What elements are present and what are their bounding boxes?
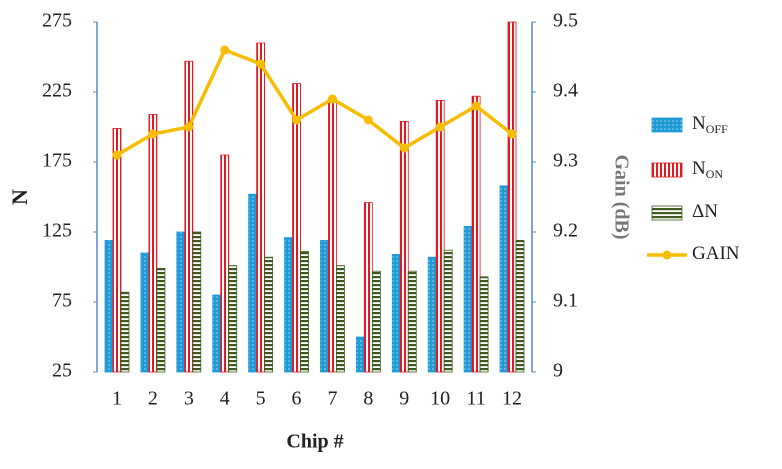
legend-swatch [651,162,683,178]
bar [515,239,525,373]
y-tick-label: 225 [42,80,72,102]
line-marker [471,101,481,111]
legend-label: ΔN [692,201,718,222]
bar [435,100,445,373]
line-marker [292,115,302,125]
x-tick-label: 2 [148,388,158,410]
bar [399,121,409,373]
y-axis-title: N [7,189,32,205]
bar [192,231,202,373]
bar [220,154,230,373]
bar [248,193,258,373]
x-axis-title: Chip # [286,431,343,453]
bar [463,225,473,373]
legend-label: NON [692,158,723,180]
bar [336,265,345,373]
legend-label: GAIN [692,243,740,264]
line [116,47,514,157]
x-tick-label: 7 [327,388,337,410]
bar [120,291,130,373]
bar [148,114,158,373]
bar [407,270,417,373]
bar [104,239,114,373]
x-tick-label: 5 [256,388,266,410]
x-tick-label: 11 [466,388,485,410]
bar [112,127,122,373]
line-marker [435,122,445,132]
bar [363,202,373,373]
x-tick-label: 12 [502,388,522,410]
y-tick-label: 125 [42,220,72,242]
x-tick-label: 6 [292,388,302,410]
bar [228,265,238,373]
bar [443,249,453,373]
x-tick-label: 9 [399,388,409,410]
y-tick-label: 75 [52,290,72,312]
line-marker [256,59,266,69]
bar [471,95,481,373]
bar [427,256,437,373]
bar [140,252,150,373]
bar [371,270,381,373]
legend-label-main: N [692,113,706,134]
bar [320,239,329,373]
y2-axis-title: Gain (dB) [610,154,632,239]
x-tick-label: 3 [184,388,194,410]
bar [156,267,166,373]
bar [355,336,365,373]
y2-tick-label: 9.2 [553,220,578,242]
line-marker [327,94,337,104]
bar [256,42,266,373]
bar [479,276,489,373]
bar [176,231,186,373]
x-tick-label: 10 [430,388,450,410]
legend-swatch [651,205,683,221]
legend-label: NOFF [692,113,728,135]
bar [391,253,401,373]
x-tick-label: 1 [112,388,122,410]
x-tick-label: 4 [220,388,230,410]
legend-label-main: ΔN [692,201,718,222]
legend-swatch-marker [662,250,672,260]
x-tick-label: 8 [363,388,373,410]
y-tick-label: 175 [42,150,72,172]
legend-label-sub: OFF [706,122,728,136]
bar [507,21,517,373]
bar [300,251,309,373]
bar [292,83,301,373]
bar [212,294,222,373]
line-marker [363,115,373,125]
legend-swatch [651,117,683,133]
bar [284,237,293,373]
bar [328,98,337,373]
bar [499,185,509,373]
legend-label-main: N [692,158,706,179]
line-marker [220,45,230,55]
y2-tick-label: 9.3 [553,150,578,172]
legend-label-main: GAIN [692,243,740,264]
y2-tick-label: 9 [553,360,563,382]
line-marker [184,122,194,132]
line-marker [112,150,122,160]
legend-label-sub: ON [706,167,724,181]
bar [184,60,194,373]
y2-tick-label: 9.5 [553,10,578,32]
y-tick-label: 25 [52,360,72,382]
y-tick-label: 275 [42,10,72,32]
y2-tick-label: 9.4 [553,80,578,102]
line-marker [399,143,409,153]
bar [264,256,274,373]
line-marker [148,129,158,139]
line-marker [507,129,517,139]
y2-tick-label: 9.1 [553,290,578,312]
